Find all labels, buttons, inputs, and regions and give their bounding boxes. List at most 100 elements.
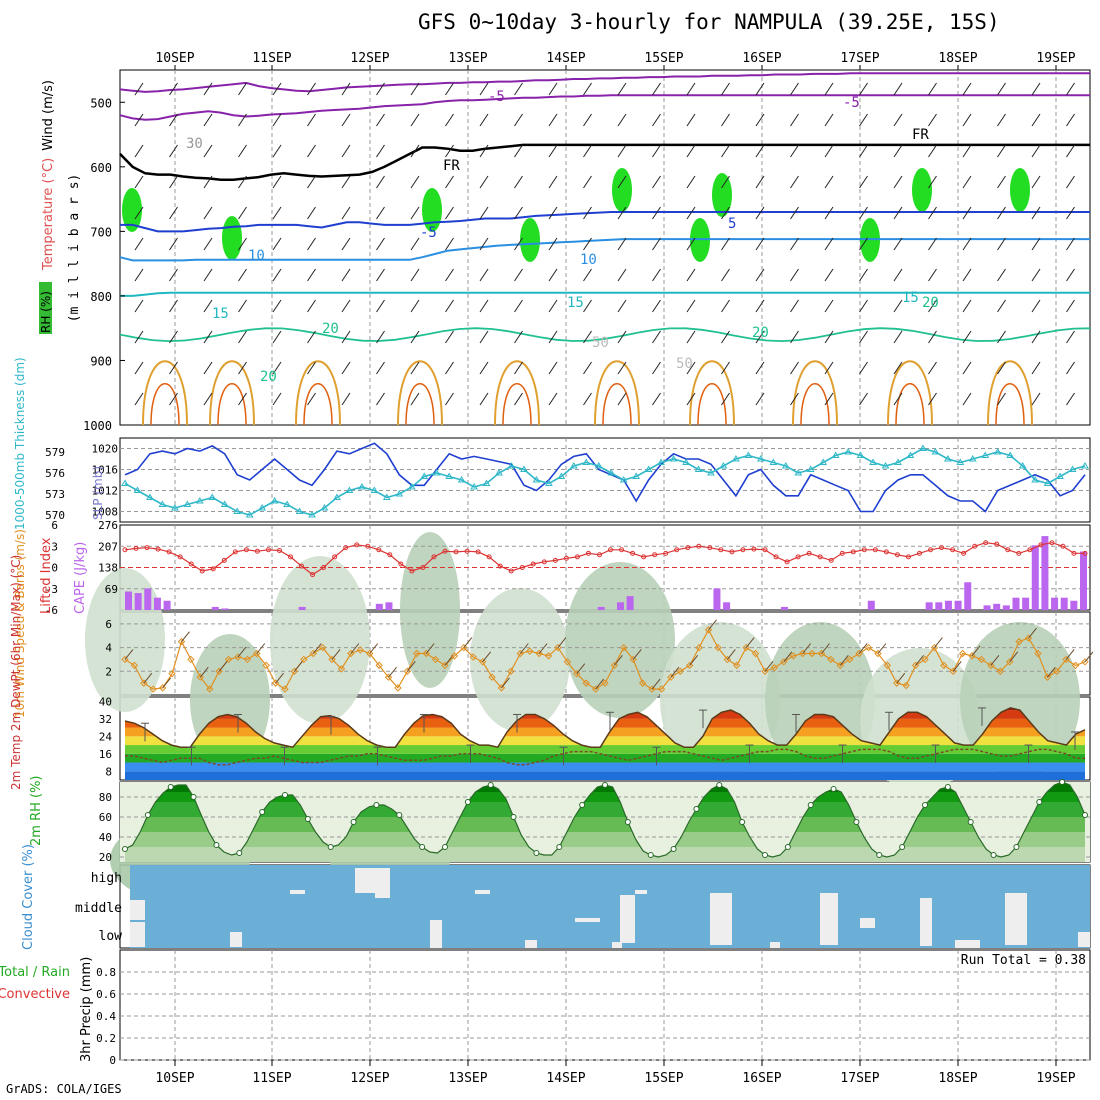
slp-tick-label: 1016 xyxy=(92,464,119,477)
wind-barb xyxy=(790,392,799,406)
wind-barb xyxy=(755,82,765,96)
wind-barb xyxy=(479,392,489,406)
wind-barb xyxy=(583,392,592,406)
isotherm-0--FR- xyxy=(119,143,1090,181)
wind-barb xyxy=(721,299,730,313)
wind-speed-marker xyxy=(365,649,374,658)
wind-speed-marker xyxy=(478,658,487,666)
cape-tick-label: 207 xyxy=(98,540,118,553)
wind-barb-10m xyxy=(275,672,284,684)
wind-speed-marker xyxy=(582,679,590,687)
wind-barb xyxy=(272,392,282,406)
wind-barb xyxy=(686,237,696,251)
wind-barb xyxy=(652,392,661,406)
wind-barb xyxy=(376,299,385,313)
li-axis-label: Lifted Index xyxy=(39,537,54,614)
lifted-index-marker xyxy=(685,545,691,551)
cape-bar xyxy=(1070,600,1078,610)
thickness-marker xyxy=(856,451,865,458)
cloud-cell xyxy=(130,922,145,947)
wind-barb xyxy=(755,361,765,375)
cape-bar xyxy=(1051,597,1059,610)
wind-barb xyxy=(238,392,247,406)
wind-barb xyxy=(721,361,730,375)
lifted-index-marker xyxy=(486,554,492,560)
thickness-axis-label: 1000-500mb Thickness (dm) xyxy=(13,357,27,530)
rh-marker xyxy=(922,802,928,808)
wind-barb-10m xyxy=(614,655,623,666)
rh-band xyxy=(125,847,1085,862)
wind-speed-marker xyxy=(1024,634,1033,642)
wind-barb xyxy=(1031,237,1041,251)
wind-barb xyxy=(307,268,316,282)
rh-axis-label: RH (%) xyxy=(39,291,53,333)
wind-barb-10m xyxy=(425,643,435,654)
slp-tick-label: 1012 xyxy=(92,485,119,498)
lifted-index-marker xyxy=(916,550,922,556)
wind-speed-marker xyxy=(591,685,600,693)
thickness-marker xyxy=(158,500,167,507)
lifted-index-marker xyxy=(453,549,459,555)
li-tick-label: 0 xyxy=(51,562,58,575)
lifted-index-marker xyxy=(751,546,757,552)
wind-barb xyxy=(479,299,489,313)
lifted-index-marker xyxy=(398,561,404,567)
wind-barb xyxy=(307,144,316,158)
rh-marker xyxy=(350,819,357,825)
rh-marker xyxy=(373,802,380,808)
wind-barb xyxy=(617,268,627,282)
wind-barb xyxy=(617,175,627,189)
contour-label: 50 xyxy=(676,356,693,372)
temp-band xyxy=(125,771,1085,780)
wind-speed-marker xyxy=(309,649,317,658)
wind-barb-10m xyxy=(708,619,717,631)
wind-barb xyxy=(859,144,868,158)
temp-tick-label: 8 xyxy=(105,765,112,778)
wind-barb xyxy=(893,175,903,189)
wind-barb xyxy=(997,299,1006,313)
wind-barb xyxy=(479,237,489,251)
lifted-index-marker xyxy=(321,565,327,570)
wind-speed-marker xyxy=(893,679,901,687)
wind-barb xyxy=(272,113,282,127)
thickness-marker xyxy=(146,493,154,500)
cloud-cell xyxy=(375,868,390,898)
wind-barb xyxy=(1066,206,1075,220)
wind-barb xyxy=(307,361,316,375)
wind-barb-10m xyxy=(1046,666,1056,678)
lifted-index-marker xyxy=(1038,542,1044,548)
wind-barb xyxy=(376,82,385,96)
bottom-date-label: 15SEP xyxy=(644,1071,683,1086)
wind-speed-marker xyxy=(196,673,205,681)
wind-speed-marker xyxy=(337,665,346,673)
wind-speed-marker xyxy=(328,655,336,664)
wind-speed-marker xyxy=(1006,658,1014,666)
wind-barb xyxy=(307,206,316,220)
thickness-marker xyxy=(258,504,267,511)
lifted-index-marker xyxy=(652,552,658,558)
thickness-marker xyxy=(831,451,840,458)
cloud-axis-label: Cloud Cover (%) xyxy=(21,844,36,950)
cape-bar xyxy=(144,588,152,610)
wind-speed-marker xyxy=(573,669,581,678)
lifted-index-marker xyxy=(883,549,889,555)
thickness-marker xyxy=(295,507,304,514)
lifted-index-marker xyxy=(475,549,481,555)
wind-barb xyxy=(341,392,351,406)
wind-barb-10m xyxy=(764,660,774,672)
wind10-axis-label: 10m Wind Speed & Barbs (m/s) xyxy=(13,529,27,718)
lifted-index-marker xyxy=(1049,540,1055,546)
lifted-index-marker xyxy=(254,548,260,554)
wind-barb xyxy=(1066,330,1075,344)
rh-marker xyxy=(533,850,540,856)
wind-barb xyxy=(928,392,937,406)
cape-bar xyxy=(935,602,943,610)
rh-marker xyxy=(282,792,288,798)
thickness-marker xyxy=(1081,462,1089,469)
rh-marker xyxy=(830,786,837,792)
cape-bar xyxy=(1022,597,1030,610)
rh-marker xyxy=(304,816,311,822)
wind-barb xyxy=(410,392,420,406)
thickness-marker xyxy=(345,486,354,493)
cape-bar xyxy=(993,603,1001,610)
